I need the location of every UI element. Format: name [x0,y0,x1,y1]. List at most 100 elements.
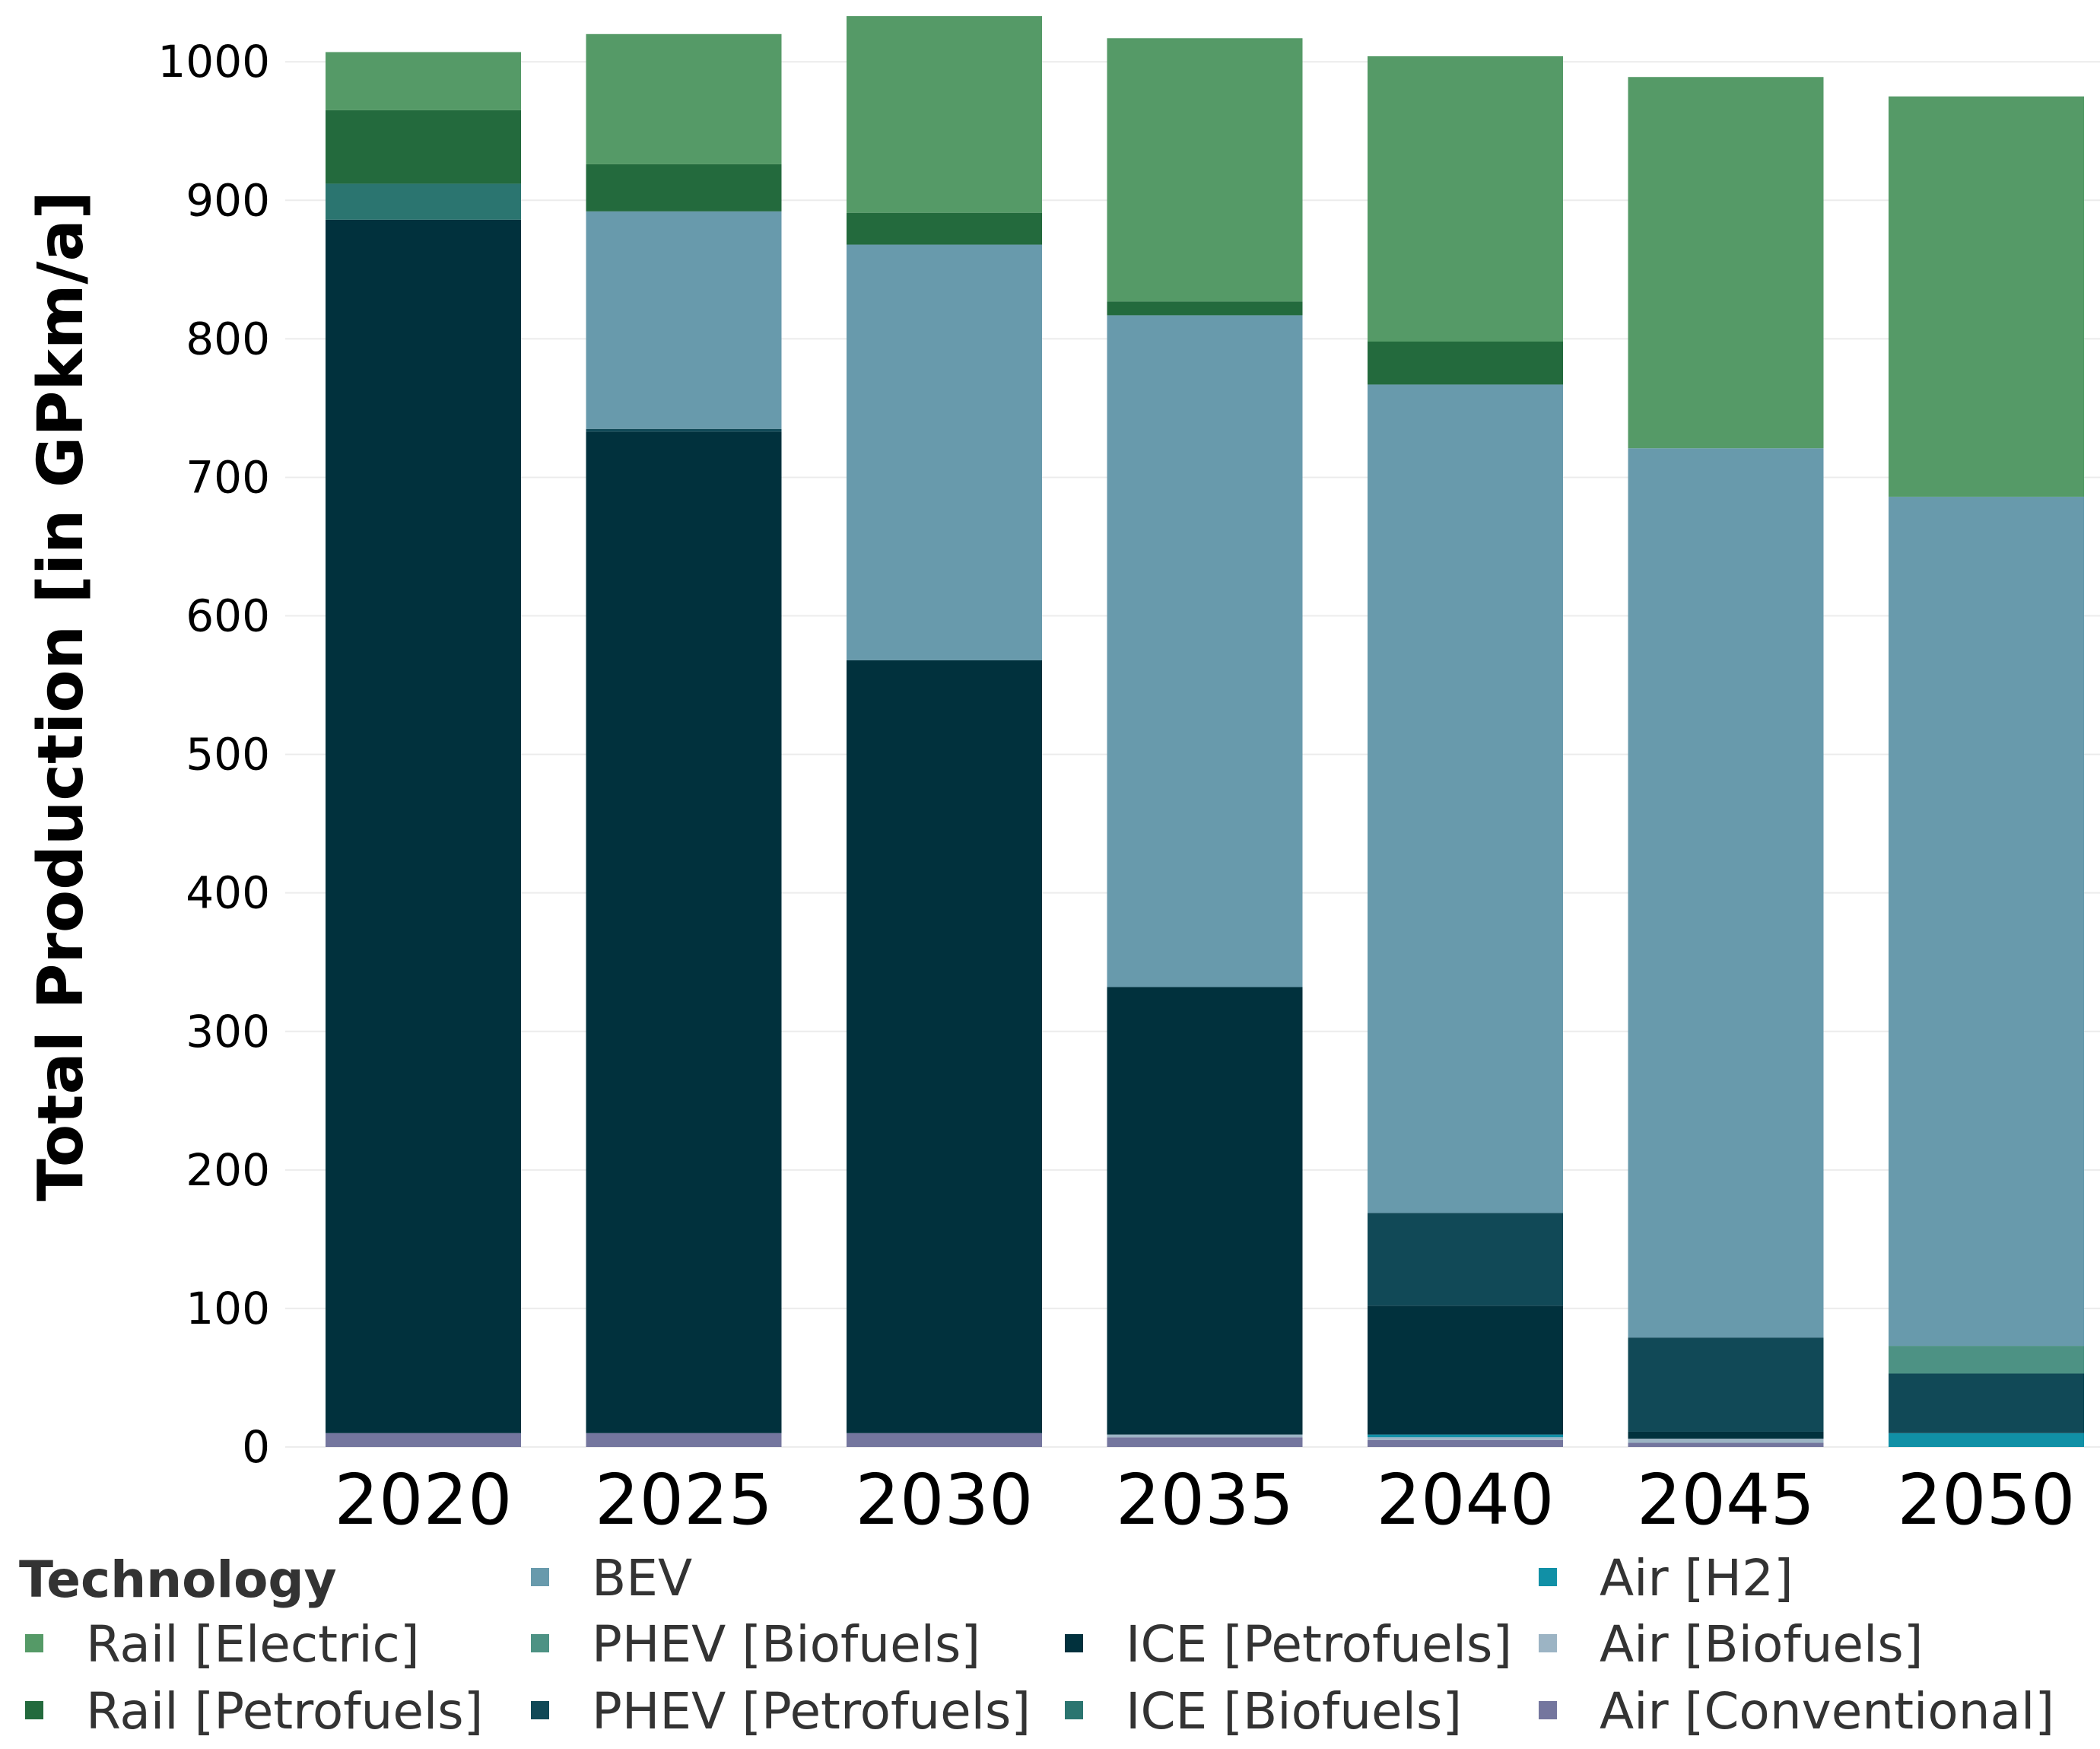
bar-2050-rail-electric [1889,96,2084,497]
legend-label-rail-petrofuels: Rail [Petrofuels] [86,1682,483,1741]
x-tick-label-2030: 2030 [855,1459,1033,1541]
x-tick-label-2025: 2025 [595,1459,773,1541]
x-axis-ticks: 2020 2025 2030 2035 2040 2045 2050 [334,1459,2075,1541]
bar-2050-phev-petrofuels [1889,1373,2084,1433]
legend-swatch-ice-petrofuels [1065,1634,1083,1652]
bar-2045-air-conventional [1628,1442,1824,1447]
bar-2050-air-h2 [1889,1433,2084,1447]
bar-2035-rail-electric [1107,38,1303,302]
legend-item-air-h2: Air [H2] [1539,1549,1793,1607]
bar-2050-phev-biofuels [1889,1346,2084,1374]
bar-2025-phev-petrofuels [586,428,782,432]
bar-stack-2050 [1889,96,2084,1447]
legend-item-ice-biofuels: ICE [Biofuels] [1065,1682,1462,1741]
legend-title: Technology [19,1550,337,1609]
bar-2025-ice-petrofuels [586,431,782,1433]
bar-2035-rail-petrofuels [1107,301,1303,316]
bar-stack-2020 [326,52,521,1447]
bar-2040-phev-petrofuels [1368,1213,1563,1306]
bar-2030-ice-petrofuels [847,660,1042,1433]
legend-label-air-biofuels: Air [Biofuels] [1600,1615,1924,1674]
legend-label-phev-petrofuels: PHEV [Petrofuels] [592,1682,1031,1741]
x-tick-label-2050: 2050 [1897,1459,2075,1541]
y-axis-label: Total Production [in GPkm/a] [25,191,97,1201]
bar-stack-2025 [586,33,782,1447]
bar-stack-2045 [1628,77,1824,1447]
legend-label-phev-biofuels: PHEV [Biofuels] [592,1615,980,1674]
bar-stack-2035 [1107,38,1303,1447]
bar-2045-ice-petrofuels [1628,1431,1824,1439]
bar-2040-bev [1368,384,1563,1213]
legend-swatch-rail-electric [25,1634,43,1652]
legend-item-phev-petrofuels: PHEV [Petrofuels] [531,1682,1031,1741]
x-tick-label-2035: 2035 [1116,1459,1294,1541]
bar-2020-air-conventional [326,1433,521,1447]
bar-2025-bev [586,211,782,429]
bar-2020-ice-petrofuels [326,219,521,1433]
bar-2045-rail-electric [1628,77,1824,449]
bar-2020-rail-electric [326,52,521,110]
bar-2035-air-biofuels [1107,1434,1303,1438]
bar-2040-ice-petrofuels [1368,1305,1563,1435]
bar-2030-air-conventional [847,1433,1042,1447]
bar-2045-bev [1628,448,1824,1338]
legend-item-air-conventional: Air [Conventional] [1539,1682,2054,1741]
bar-stack-2040 [1368,56,1563,1447]
legend: Technology Rail [Electric] Rail [Petrofue… [19,1549,2054,1741]
y-tick-label-1000: 1000 [157,36,270,87]
legend-swatch-rail-petrofuels [25,1701,43,1719]
bar-2035-bev [1107,315,1303,987]
bar-2040-air-biofuels [1368,1437,1563,1440]
legend-label-air-conventional: Air [Conventional] [1600,1682,2054,1741]
legend-swatch-phev-biofuels [531,1634,549,1652]
bar-2025-rail-electric [586,33,782,164]
bar-2050-bev [1889,496,2084,1347]
y-tick-label-500: 500 [186,729,270,781]
bar-2040-rail-electric [1368,56,1563,342]
legend-label-bev: BEV [592,1549,692,1607]
legend-item-rail-electric: Rail [Electric] [25,1615,420,1674]
legend-label-ice-biofuels: ICE [Biofuels] [1126,1682,1462,1741]
x-tick-label-2045: 2045 [1637,1459,1815,1541]
y-tick-label-0: 0 [242,1421,270,1473]
bars [326,16,2084,1447]
y-tick-label-100: 100 [186,1283,270,1334]
bar-2020-ice-biofuels [326,183,521,220]
x-tick-label-2040: 2040 [1376,1459,1554,1541]
legend-swatch-bev [531,1568,549,1586]
legend-swatch-air-biofuels [1539,1634,1557,1652]
bar-2025-air-conventional [586,1433,782,1447]
legend-item-phev-biofuels: PHEV [Biofuels] [531,1615,980,1674]
legend-swatch-air-conventional [1539,1701,1557,1719]
legend-item-rail-petrofuels: Rail [Petrofuels] [25,1682,483,1741]
bar-2025-rail-petrofuels [586,164,782,211]
y-axis-ticks: 0 100 200 300 400 500 600 700 800 900 1000 [157,36,270,1473]
y-tick-label-700: 700 [186,451,270,503]
bar-2040-air-h2 [1368,1434,1563,1438]
y-tick-label-300: 300 [186,1006,270,1057]
legend-item-ice-petrofuels: ICE [Petrofuels] [1065,1615,1512,1674]
y-tick-label-800: 800 [186,313,270,364]
legend-swatch-air-h2 [1539,1568,1557,1586]
legend-label-air-h2: Air [H2] [1600,1549,1793,1607]
bar-2020-rail-petrofuels [326,110,521,184]
legend-swatch-ice-biofuels [1065,1701,1083,1719]
legend-item-bev: BEV [531,1549,692,1607]
bar-2045-phev-petrofuels [1628,1337,1824,1432]
x-tick-label-2020: 2020 [334,1459,512,1541]
legend-label-rail-electric: Rail [Electric] [86,1615,420,1674]
legend-item-air-biofuels: Air [Biofuels] [1539,1615,1924,1674]
bar-2035-ice-petrofuels [1107,987,1303,1435]
y-tick-label-600: 600 [186,590,270,642]
y-tick-label-400: 400 [186,867,270,919]
y-tick-label-200: 200 [186,1144,270,1196]
legend-label-ice-petrofuels: ICE [Petrofuels] [1126,1615,1512,1674]
bar-2035-air-conventional [1107,1437,1303,1447]
bar-2045-air-biofuels [1628,1439,1824,1443]
bar-2030-bev [847,244,1042,660]
y-tick-label-900: 900 [186,174,270,226]
legend-swatch-phev-petrofuels [531,1701,549,1719]
bar-2040-rail-petrofuels [1368,342,1563,385]
bar-stack-2030 [847,16,1042,1447]
